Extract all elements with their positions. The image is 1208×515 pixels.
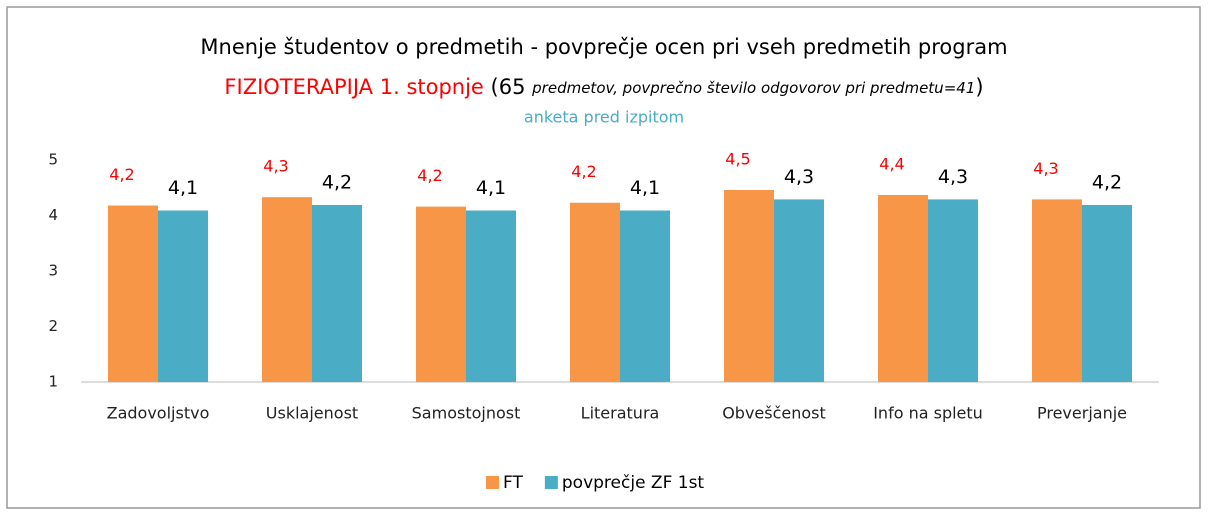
data-label: 4,2 (1092, 171, 1122, 193)
x-tick-label: Samostojnost (412, 404, 521, 423)
bar (1032, 199, 1082, 382)
data-label: 4,5 (725, 149, 750, 168)
y-tick-label: 4 (48, 206, 58, 224)
x-tick-label: Usklajenost (266, 404, 358, 423)
y-tick-label: 5 (48, 151, 58, 169)
x-tick-label: Preverjanje (1037, 404, 1127, 423)
bar (774, 199, 824, 382)
legend-label: FT (503, 473, 523, 493)
bar (416, 206, 466, 382)
subtitle-detail: predmetov, povprečno število odgovorov p… (531, 79, 975, 97)
data-label: 4,4 (879, 154, 904, 173)
data-label: 4,1 (476, 177, 506, 199)
bar (620, 210, 670, 382)
legend-label: povprečje ZF 1st (562, 473, 705, 493)
x-tick-label: Zadovoljstvo (107, 404, 210, 423)
bar (108, 205, 158, 382)
chart-note: anketa pred izpitom (524, 108, 684, 127)
bar (878, 194, 928, 382)
bar (928, 199, 978, 382)
x-tick-label: Literatura (581, 404, 660, 423)
data-label: 4,1 (630, 177, 660, 199)
subtitle-count: (65 (491, 75, 526, 99)
bar (262, 197, 312, 382)
x-tick-label: Info na spletu (873, 404, 983, 423)
y-tick-label: 3 (48, 262, 58, 280)
data-label: 4,2 (571, 162, 596, 181)
subtitle-close: ) (975, 75, 983, 99)
legend-swatch (544, 476, 558, 489)
data-label: 4,3 (784, 166, 814, 188)
legend-swatch (486, 476, 499, 489)
bar (466, 210, 516, 382)
y-tick-label: 2 (48, 317, 58, 335)
y-tick-label: 1 (48, 373, 58, 391)
data-label: 4,3 (938, 166, 968, 188)
bar (1082, 204, 1132, 382)
chart-title: Mnenje študentov o predmetih - povprečje… (200, 35, 1007, 59)
bar (312, 204, 362, 382)
data-label: 4,2 (109, 165, 134, 184)
data-label: 4,3 (263, 157, 288, 176)
data-label: 4,3 (1033, 159, 1058, 178)
bar (724, 189, 774, 382)
data-label: 4,1 (168, 177, 198, 199)
data-label: 4,2 (322, 171, 352, 193)
bar (570, 202, 620, 382)
data-label: 4,2 (417, 166, 442, 185)
x-tick-label: Obveščenost (722, 404, 826, 423)
bar (158, 210, 208, 382)
subtitle-program: FIZIOTERAPIJA 1. stopnje (224, 75, 483, 99)
chart-subtitle: FIZIOTERAPIJA 1. stopnje (65 predmetov, … (224, 75, 983, 99)
